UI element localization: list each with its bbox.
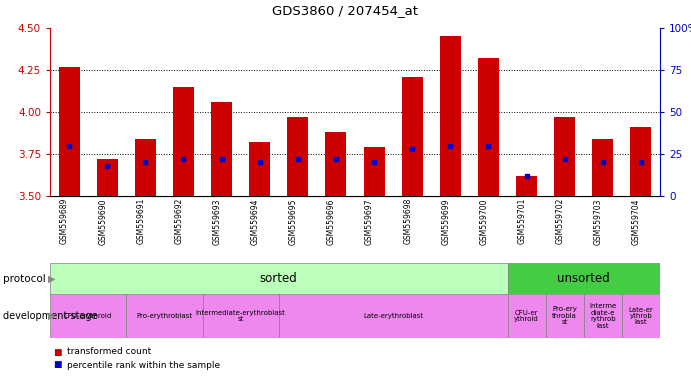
Bar <box>135 139 155 196</box>
Bar <box>202 294 278 338</box>
Text: GSM559697: GSM559697 <box>365 198 374 245</box>
Text: unsorted: unsorted <box>558 272 610 285</box>
Text: Late-er
ythrob
last: Late-er ythrob last <box>629 306 653 326</box>
Text: CFU-er
ythroid: CFU-er ythroid <box>514 310 539 322</box>
Text: GSM559699: GSM559699 <box>442 198 451 245</box>
Text: transformed count: transformed count <box>67 348 151 356</box>
Text: ▶: ▶ <box>48 311 55 321</box>
Text: percentile rank within the sample: percentile rank within the sample <box>67 361 220 369</box>
Text: GSM559704: GSM559704 <box>632 198 641 245</box>
Bar <box>50 263 507 294</box>
Bar <box>126 294 202 338</box>
Bar <box>622 294 660 338</box>
Bar <box>97 159 117 196</box>
Text: ■: ■ <box>53 348 62 356</box>
Bar <box>440 36 461 196</box>
Text: GSM559690: GSM559690 <box>98 198 107 245</box>
Bar <box>278 294 507 338</box>
Text: GSM559692: GSM559692 <box>174 198 183 244</box>
Text: Intermediate-erythroblast
st: Intermediate-erythroblast st <box>196 310 285 322</box>
Bar <box>249 142 270 196</box>
Text: GSM559703: GSM559703 <box>594 198 603 245</box>
Bar <box>50 294 126 338</box>
Text: GSM559694: GSM559694 <box>251 198 260 245</box>
Bar <box>546 294 584 338</box>
Bar <box>59 67 79 196</box>
Text: Pro-ery
throbla
st: Pro-ery throbla st <box>552 306 577 326</box>
Text: development stage: development stage <box>3 311 98 321</box>
Text: Pro-erythroblast: Pro-erythroblast <box>136 313 192 319</box>
Bar <box>507 263 660 294</box>
Text: GSM559698: GSM559698 <box>403 198 413 244</box>
Bar <box>516 176 537 196</box>
Bar <box>630 127 652 196</box>
Bar <box>507 294 546 338</box>
Text: Interme
diate-e
rythrob
last: Interme diate-e rythrob last <box>589 303 616 329</box>
Text: GSM559702: GSM559702 <box>556 198 565 244</box>
Bar <box>478 58 499 196</box>
Text: Late-erythroblast: Late-erythroblast <box>363 313 423 319</box>
Text: GSM559689: GSM559689 <box>60 198 69 244</box>
Bar <box>325 132 346 196</box>
Text: GSM559696: GSM559696 <box>327 198 336 245</box>
Text: GSM559693: GSM559693 <box>213 198 222 245</box>
Text: GSM559695: GSM559695 <box>289 198 298 245</box>
Bar <box>584 294 622 338</box>
Text: GSM559691: GSM559691 <box>136 198 145 244</box>
Text: GSM559701: GSM559701 <box>518 198 527 244</box>
Bar <box>554 117 575 196</box>
Text: GSM559700: GSM559700 <box>480 198 489 245</box>
Bar <box>363 147 385 196</box>
Bar <box>287 117 308 196</box>
Text: ▶: ▶ <box>48 273 55 283</box>
Bar <box>592 139 614 196</box>
Text: sorted: sorted <box>260 272 298 285</box>
Bar <box>401 77 423 196</box>
Text: protocol: protocol <box>3 273 46 283</box>
Text: ■: ■ <box>53 361 62 369</box>
Bar <box>173 87 194 196</box>
Text: GDS3860 / 207454_at: GDS3860 / 207454_at <box>272 4 419 17</box>
Bar <box>211 102 232 196</box>
Text: CFU-erythroid: CFU-erythroid <box>64 313 112 319</box>
